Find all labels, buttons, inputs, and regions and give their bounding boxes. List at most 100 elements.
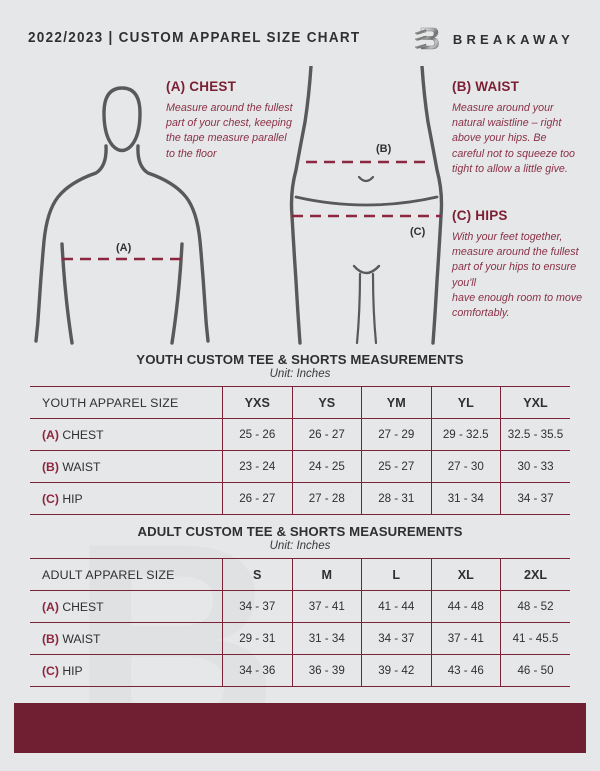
table-row: (C) HIP 26 - 27 27 - 28 28 - 31 31 - 34 … [30,482,570,515]
youth-row-0-label: (A) CHEST [30,418,223,451]
youth-row-2-tag: (C) [42,491,59,506]
youth-row-1-label: (B) WAIST [30,450,223,483]
adult-size-table: ADULT APPAREL SIZE S M L XL 2XL (A) CHES… [30,558,570,687]
callout-hips-title: (C) HIPS [452,208,508,223]
youth-corner-label: YOUTH APPAREL SIZE [30,386,223,419]
youth-row-0-tag: (A) [42,427,59,442]
adult-row-0-val-2: 41 - 44 [361,590,431,623]
adult-row-1-val-3: 37 - 41 [430,622,501,655]
table-row: (A) CHEST 25 - 26 26 - 27 27 - 29 29 - 3… [30,418,570,451]
svg-text:(A): (A) [116,242,132,254]
youth-table-title: YOUTH CUSTOM TEE & SHORTS MEASUREMENTS [136,352,464,367]
youth-row-0-val-3: 29 - 32.5 [430,418,501,451]
adult-row-2-val-2: 39 - 42 [361,654,431,687]
youth-row-0-name: CHEST [62,427,104,442]
svg-text:(C): (C) [410,226,426,238]
youth-col-0: YXS [222,386,292,419]
adult-row-0-val-3: 44 - 48 [430,590,501,623]
youth-row-2-val-0: 26 - 27 [222,482,292,515]
adult-col-2: L [361,558,431,591]
table-row: (B) WAIST 23 - 24 24 - 25 25 - 27 27 - 3… [30,450,570,483]
callout-chest-body: Measure around the fullest part of your … [166,102,293,160]
adult-row-2-label: (C) HIP [30,654,223,687]
youth-row-1-tag: (B) [42,459,59,474]
youth-col-4: YXL [500,386,570,419]
adult-row-2-val-3: 43 - 46 [430,654,501,687]
adult-row-2-tag: (C) [42,663,59,678]
youth-row-2-label: (C) HIP [30,482,223,515]
adult-table-body: ADULT APPAREL SIZE S M L XL 2XL (A) CHES… [30,558,570,687]
youth-row-0-val-2: 27 - 29 [361,418,431,451]
footer-bar [14,703,586,753]
callout-waist: (B) WAIST Measure around your natural wa… [452,79,580,177]
adult-corner-label: ADULT APPAREL SIZE [30,558,223,591]
adult-row-2-val-4: 46 - 50 [500,654,570,687]
adult-row-1-val-4: 41 - 45.5 [500,622,570,655]
adult-row-0-tag: (A) [42,599,59,614]
youth-size-table: YOUTH APPAREL SIZE YXS YS YM YL YXL (A) … [30,386,570,515]
adult-row-1-label: (B) WAIST [30,622,223,655]
youth-row-1-name: WAIST [62,459,101,474]
adult-col-4: 2XL [500,558,570,591]
callout-hips-body: With your feet together, measure around … [452,231,583,319]
brand-name: BREAKAWAY [452,31,574,47]
youth-row-0-val-1: 26 - 27 [291,418,362,451]
table-row: (B) WAIST 29 - 31 31 - 34 34 - 37 37 - 4… [30,622,570,655]
callout-hips: (C) HIPS With your feet together, measur… [452,208,587,321]
table-row: (C) HIP 34 - 36 36 - 39 39 - 42 43 - 46 … [30,654,570,687]
adult-table-title: ADULT CUSTOM TEE & SHORTS MEASUREMENTS [137,524,463,539]
youth-col-3: YL [430,386,501,419]
youth-row-0-val-4: 32.5 - 35.5 [500,418,570,451]
page-header: 2022/2023 | CUSTOM APPAREL SIZE CHART [0,0,600,72]
adult-size-table-block: ADULT CUSTOM TEE & SHORTS MEASUREMENTS U… [0,524,600,687]
adult-table-unit: Unit: Inches [269,540,331,552]
youth-row-2-val-2: 28 - 31 [361,482,431,515]
youth-row-2-name: HIP [62,491,83,506]
youth-row-1-val-3: 27 - 30 [430,450,501,483]
adult-row-0-val-1: 37 - 41 [291,590,362,623]
callout-waist-body: Measure around your natural waistline – … [452,102,575,175]
youth-size-table-block: YOUTH CUSTOM TEE & SHORTS MEASUREMENTS U… [0,352,600,515]
youth-table-body: YOUTH APPAREL SIZE YXS YS YM YL YXL (A) … [30,386,570,515]
hips-figure-diagram: (B) (C) [289,66,444,345]
youth-row-1-val-4: 30 - 33 [500,450,570,483]
youth-row-1-val-1: 24 - 25 [291,450,362,483]
adult-row-2-name: HIP [62,663,83,678]
page-title: 2022/2023 | CUSTOM APPAREL SIZE CHART [28,30,361,46]
youth-row-2-val-4: 34 - 37 [500,482,570,515]
adult-row-0-name: CHEST [62,599,104,614]
svg-text:(B): (B) [376,143,392,155]
adult-row-0-label: (A) CHEST [30,590,223,623]
youth-row-0-val-0: 25 - 26 [222,418,292,451]
callout-chest: (A) CHEST Measure around the fullest par… [166,79,296,162]
youth-row-1-val-0: 23 - 24 [222,450,292,483]
callout-chest-title: (A) CHEST [166,79,237,94]
adult-row-2-val-0: 34 - 36 [222,654,292,687]
youth-row-1-val-2: 25 - 27 [361,450,431,483]
adult-row-0-val-4: 48 - 52 [500,590,570,623]
youth-table-unit: Unit: Inches [269,368,331,380]
adult-row-1-val-2: 34 - 37 [361,622,431,655]
table-row: (A) CHEST 34 - 37 37 - 41 41 - 44 44 - 4… [30,590,570,623]
measurement-diagrams: (A) (B) [0,66,600,351]
adult-col-1: M [291,558,362,591]
youth-row-2-val-3: 31 - 34 [430,482,501,515]
adult-row-1-val-0: 29 - 31 [222,622,292,655]
adult-row-0-val-0: 34 - 37 [222,590,292,623]
adult-col-0: S [222,558,292,591]
torso-figure-diagram: (A) [34,86,210,345]
brand-lockup: BREAKAWAY [411,24,574,54]
youth-col-1: YS [291,386,362,419]
callout-waist-title: (B) WAIST [452,79,520,94]
table-header-row: ADULT APPAREL SIZE S M L XL 2XL [30,558,570,591]
table-header-row: YOUTH APPAREL SIZE YXS YS YM YL YXL [30,386,570,419]
breakaway-b-monogram-icon [414,27,439,50]
youth-col-2: YM [361,386,431,419]
adult-row-2-val-1: 36 - 39 [291,654,362,687]
adult-col-3: XL [430,558,501,591]
adult-row-1-tag: (B) [42,631,59,646]
adult-row-1-name: WAIST [62,631,101,646]
adult-row-1-val-1: 31 - 34 [291,622,362,655]
youth-row-2-val-1: 27 - 28 [291,482,362,515]
